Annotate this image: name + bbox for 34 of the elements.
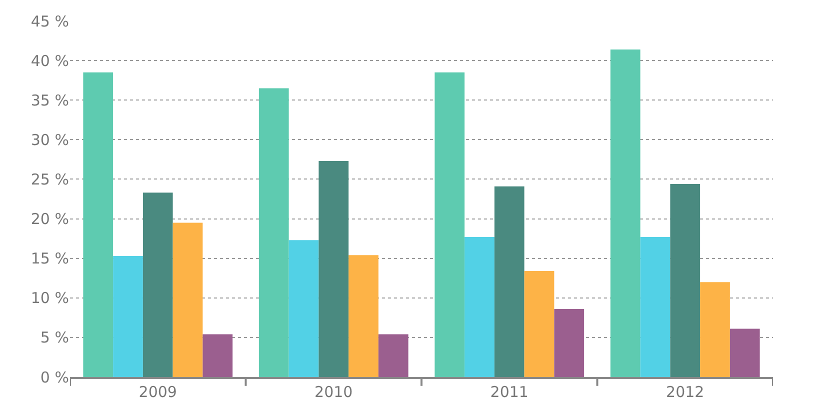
y-tick-label: 10 % — [30, 289, 69, 308]
y-tick-label: 30 % — [30, 130, 69, 149]
y-tick-label: 15 % — [30, 250, 69, 268]
bar — [730, 328, 760, 377]
bar — [434, 72, 465, 377]
bar — [202, 334, 233, 377]
bar — [464, 236, 494, 377]
bar — [554, 308, 584, 377]
bar — [113, 256, 143, 377]
y-tick-label: 40 % — [30, 52, 69, 70]
bar — [524, 270, 554, 377]
bar — [610, 49, 640, 377]
bar — [640, 236, 670, 377]
y-tick-label: 25 % — [30, 170, 69, 188]
x-tick-label: 2009 — [138, 383, 177, 401]
bar — [142, 192, 173, 377]
x-tick-label: 2012 — [666, 383, 704, 401]
y-tick-label: 5 % — [40, 328, 69, 347]
y-tick-label: 45 % — [30, 12, 69, 30]
bar — [670, 184, 700, 377]
bar — [83, 72, 114, 377]
y-tick-label: 0 % — [40, 368, 69, 386]
bar — [258, 88, 289, 377]
y-tick-label: 35 % — [30, 91, 69, 110]
bar — [700, 282, 730, 377]
bar — [348, 255, 378, 377]
y-tick-label: 20 % — [30, 210, 69, 228]
x-tick-label: 2011 — [490, 383, 528, 401]
bar — [494, 186, 524, 377]
x-tick-label: 2010 — [314, 383, 353, 401]
bar — [378, 334, 408, 377]
bar — [288, 240, 319, 377]
bar — [318, 161, 349, 377]
bar — [172, 222, 203, 377]
